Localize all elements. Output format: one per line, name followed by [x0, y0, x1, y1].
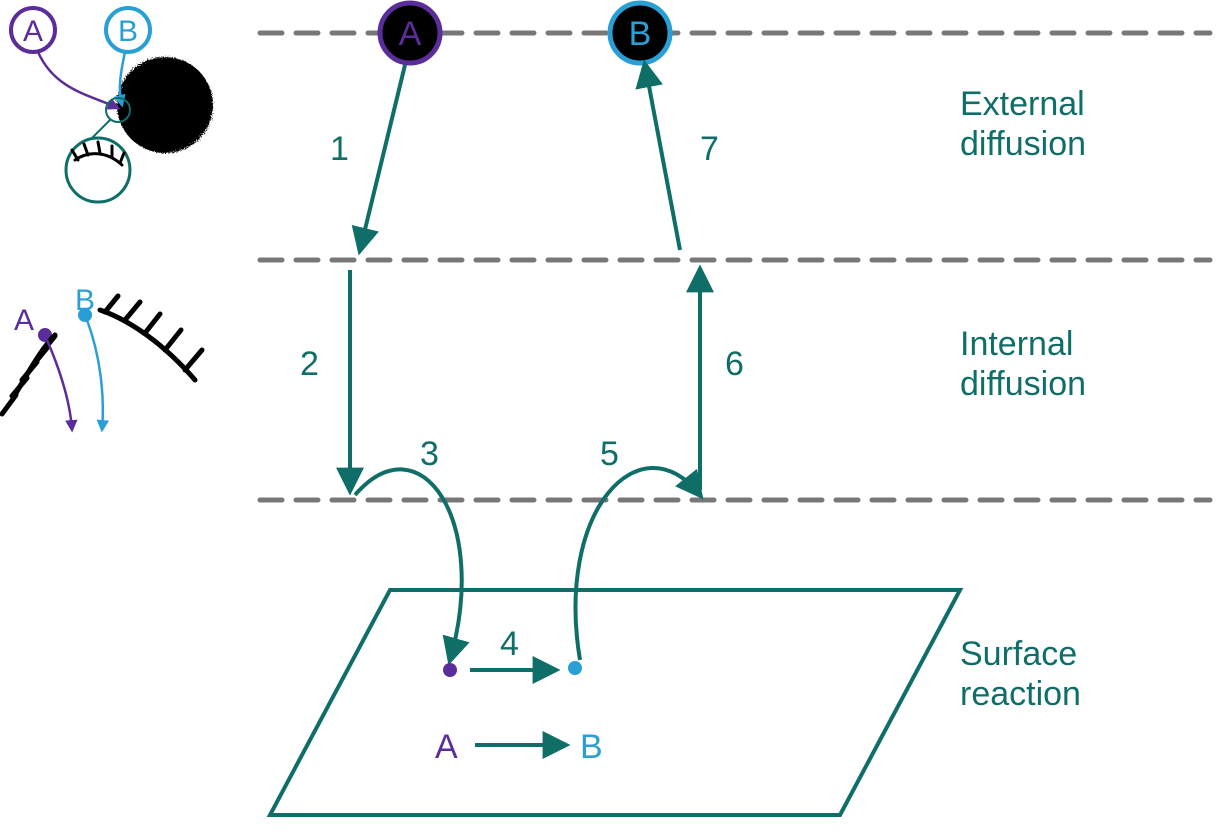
step-num-1: 1: [330, 130, 349, 168]
step-arrows: [350, 65, 700, 670]
arrow-step-7: [645, 65, 680, 250]
step-num-7: 7: [700, 130, 719, 168]
legend-particle: A B: [11, 8, 213, 202]
surface-label-A: A: [435, 728, 458, 766]
legend2-B-dot: [78, 308, 92, 322]
legend2-A-label: A: [14, 304, 34, 337]
legend-B-label: B: [118, 15, 138, 48]
legend2-path-A: [47, 340, 72, 430]
label-internal-2: diffusion: [960, 365, 1086, 403]
region-labels: External diffusion Internal diffusion Su…: [960, 85, 1086, 713]
legend-pore: A B: [2, 284, 202, 430]
step-num-4: 4: [500, 625, 519, 663]
label-internal-1: Internal: [960, 325, 1073, 363]
label-external-1: External: [960, 85, 1085, 123]
surface-label-B: B: [580, 728, 603, 766]
legend-path-A: [38, 52, 118, 108]
legend2-path-B: [87, 320, 103, 430]
step-num-5: 5: [600, 435, 619, 473]
surface-dot-A: [443, 663, 457, 677]
step-numbers: 1 2 3 4 5 6 7: [300, 130, 744, 663]
surface-plane: [270, 590, 960, 815]
node-A-label: A: [399, 15, 422, 53]
node-A: A: [380, 3, 440, 63]
legend-A-label: A: [23, 15, 43, 48]
label-external-2: diffusion: [960, 125, 1086, 163]
node-B-label: B: [629, 15, 652, 53]
arrow-step-5: [576, 468, 700, 660]
catalysis-steps-diagram: External diffusion Internal diffusion Su…: [0, 0, 1216, 839]
node-B: B: [610, 3, 670, 63]
label-surface-2: reaction: [960, 675, 1081, 713]
label-surface-1: Surface: [960, 635, 1077, 673]
step-num-3: 3: [420, 435, 439, 473]
arrow-step-1: [360, 65, 405, 250]
step-num-2: 2: [300, 345, 319, 383]
catalyst-particle-icon: [117, 57, 213, 153]
step-num-6: 6: [725, 345, 744, 383]
surface-dot-B: [568, 661, 582, 675]
